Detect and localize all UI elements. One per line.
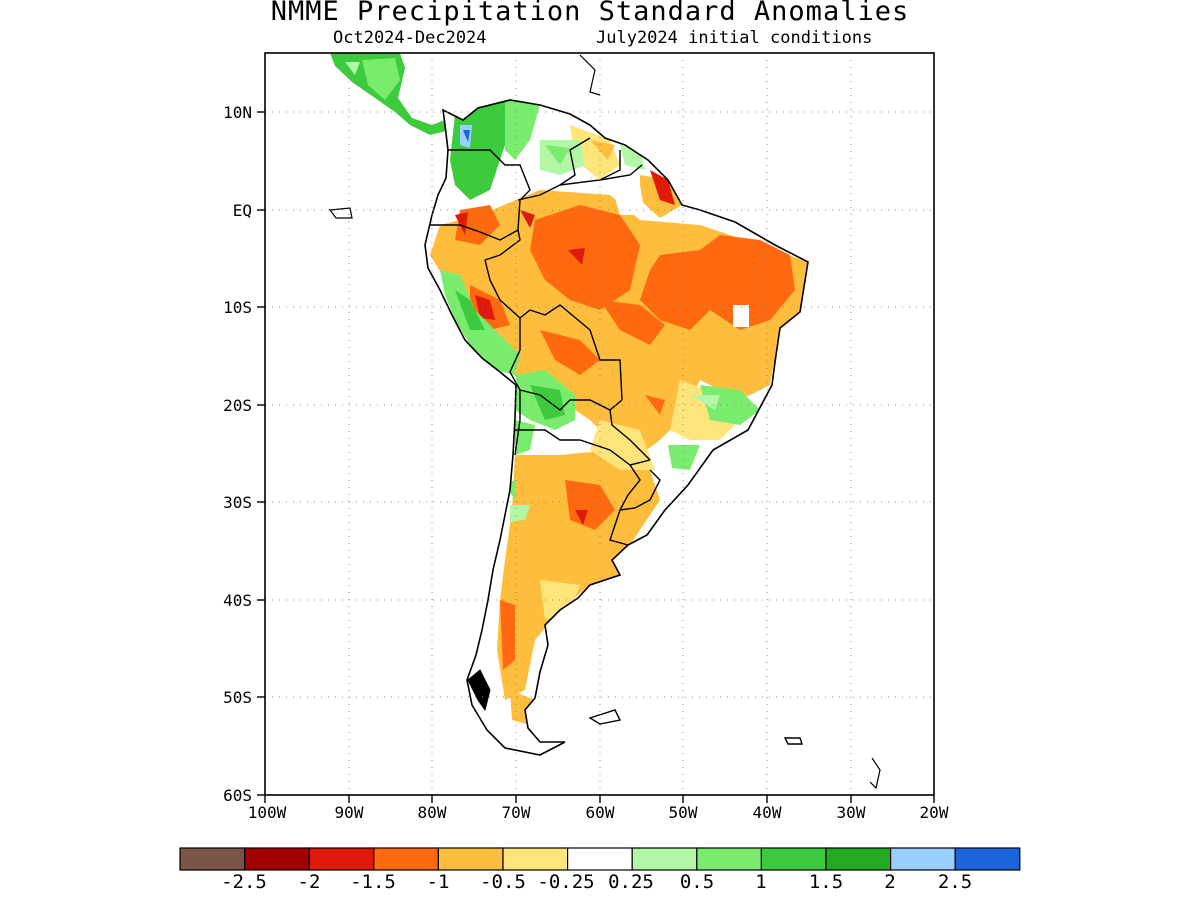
forecast-period: Oct2024-Dec2024: [333, 28, 487, 48]
lat-labels: 10N EQ 10S 20S 30S 40S 50S 60S: [223, 103, 252, 805]
lon-tick-label: 20W: [920, 803, 949, 822]
colorbar-swatch: [825, 847, 892, 871]
lon-tick-label: 90W: [335, 803, 364, 822]
central-america: [330, 53, 450, 135]
lon-tick-label: 60W: [586, 803, 615, 822]
colorbar-label: 1: [755, 871, 766, 893]
colorbar-swatch: [566, 847, 633, 871]
lat-tick-label: 50S: [223, 688, 252, 707]
colorbar-label: 2.5: [938, 871, 972, 893]
lat-tick-label: 60S: [223, 786, 252, 805]
colorbar-label: 0.25: [608, 871, 654, 893]
colorbar-swatch: [631, 847, 698, 871]
lon-tick-label: 50W: [669, 803, 698, 822]
colorbar-label: 2: [884, 871, 895, 893]
gridlines: [265, 53, 934, 795]
initial-conditions: July2024 initial conditions: [596, 28, 873, 48]
lat-tick-label: 30S: [223, 493, 252, 512]
lon-tick-label: 100W: [248, 803, 287, 822]
colorbar-swatch: [244, 847, 310, 871]
lon-tick-label: 40W: [753, 803, 782, 822]
colorbar-label: -0.25: [537, 871, 594, 893]
colorbar-label: -1: [427, 871, 450, 893]
lat-tick-label: 40S: [223, 591, 252, 610]
colorbar-swatch: [373, 847, 439, 871]
anomaly-field: [425, 100, 808, 755]
colorbar: -2.5 -2 -1.5 -1 -0.5 -0.25 0.25 0.5 1 1.…: [179, 847, 1021, 893]
lon-tick-label: 30W: [837, 803, 866, 822]
chart-title: NMME Precipitation Standard Anomalies: [270, 0, 910, 27]
lon-tick-label: 80W: [418, 803, 447, 822]
country-borders: [430, 137, 661, 546]
colorbar-label: -1.5: [350, 871, 396, 893]
colorbar-label: -2.5: [221, 871, 267, 893]
colorbar-swatch: [696, 847, 762, 871]
lat-tick-label: EQ: [233, 201, 252, 220]
colorbar-swatch: [437, 847, 504, 871]
colorbar-swatch: [954, 847, 1021, 871]
colorbar-swatch: [889, 847, 956, 871]
colorbar-swatch: [760, 847, 827, 871]
colorbar-label: 1.5: [809, 871, 843, 893]
lon-labels: 100W 90W 80W 70W 60W 50W 40W 30W 20W: [248, 803, 949, 822]
colorbar-swatch: [502, 847, 569, 871]
colorbar-label: 0.5: [680, 871, 714, 893]
lat-tick-label: 10S: [223, 298, 252, 317]
lat-tick-label: 20S: [223, 396, 252, 415]
lat-tick-label: 10N: [223, 103, 252, 122]
colorbar-swatch: [308, 847, 375, 871]
lon-tick-label: 70W: [502, 803, 531, 822]
colorbar-swatch: [179, 847, 246, 871]
colorbar-label: -2: [298, 871, 321, 893]
colorbar-label: -0.5: [480, 871, 526, 893]
